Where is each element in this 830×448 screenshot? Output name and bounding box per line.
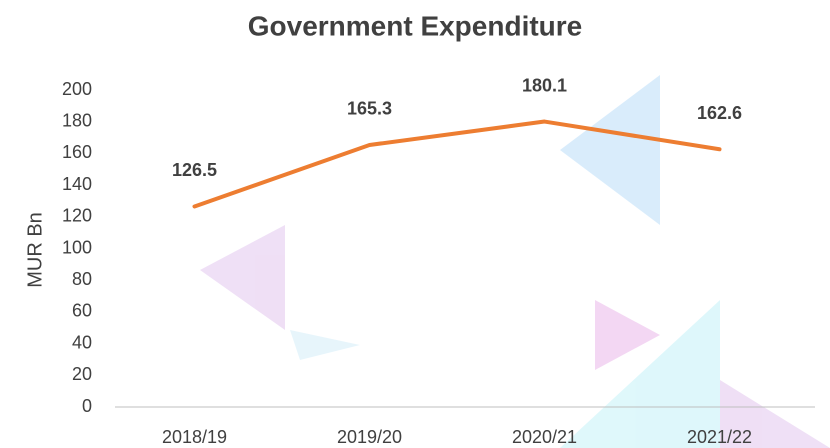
y-tick-label: 40 [72, 332, 92, 352]
data-label: 162.6 [697, 103, 742, 123]
x-tick-label: 2018/19 [162, 427, 227, 447]
data-label: 165.3 [347, 99, 392, 119]
x-tick-label: 2020/21 [512, 427, 577, 447]
y-axis-title: MUR Bn [24, 212, 46, 288]
y-tick-label: 120 [62, 206, 92, 226]
y-tick-label: 20 [72, 364, 92, 384]
background-decoration [200, 75, 830, 448]
y-tick-label: 60 [72, 301, 92, 321]
x-tick-label: 2019/20 [337, 427, 402, 447]
x-tick-label: 2021/22 [687, 427, 752, 447]
decor-triangle [560, 75, 660, 225]
decor-triangle [595, 300, 660, 370]
decor-triangle [720, 380, 830, 448]
data-label: 180.1 [522, 75, 567, 95]
decor-triangle [560, 300, 720, 448]
y-tick-label: 140 [62, 174, 92, 194]
data-label: 126.5 [172, 160, 217, 180]
y-tick-label: 80 [72, 269, 92, 289]
decor-triangle [290, 330, 360, 360]
line-series [192, 119, 722, 209]
y-tick-label: 0 [82, 396, 92, 416]
decor-triangle [200, 225, 285, 330]
y-tick-label: 160 [62, 142, 92, 162]
y-tick-label: 100 [62, 237, 92, 257]
y-tick-label: 180 [62, 110, 92, 130]
chart-title: Government Expenditure [248, 10, 583, 41]
y-tick-label: 200 [62, 79, 92, 99]
